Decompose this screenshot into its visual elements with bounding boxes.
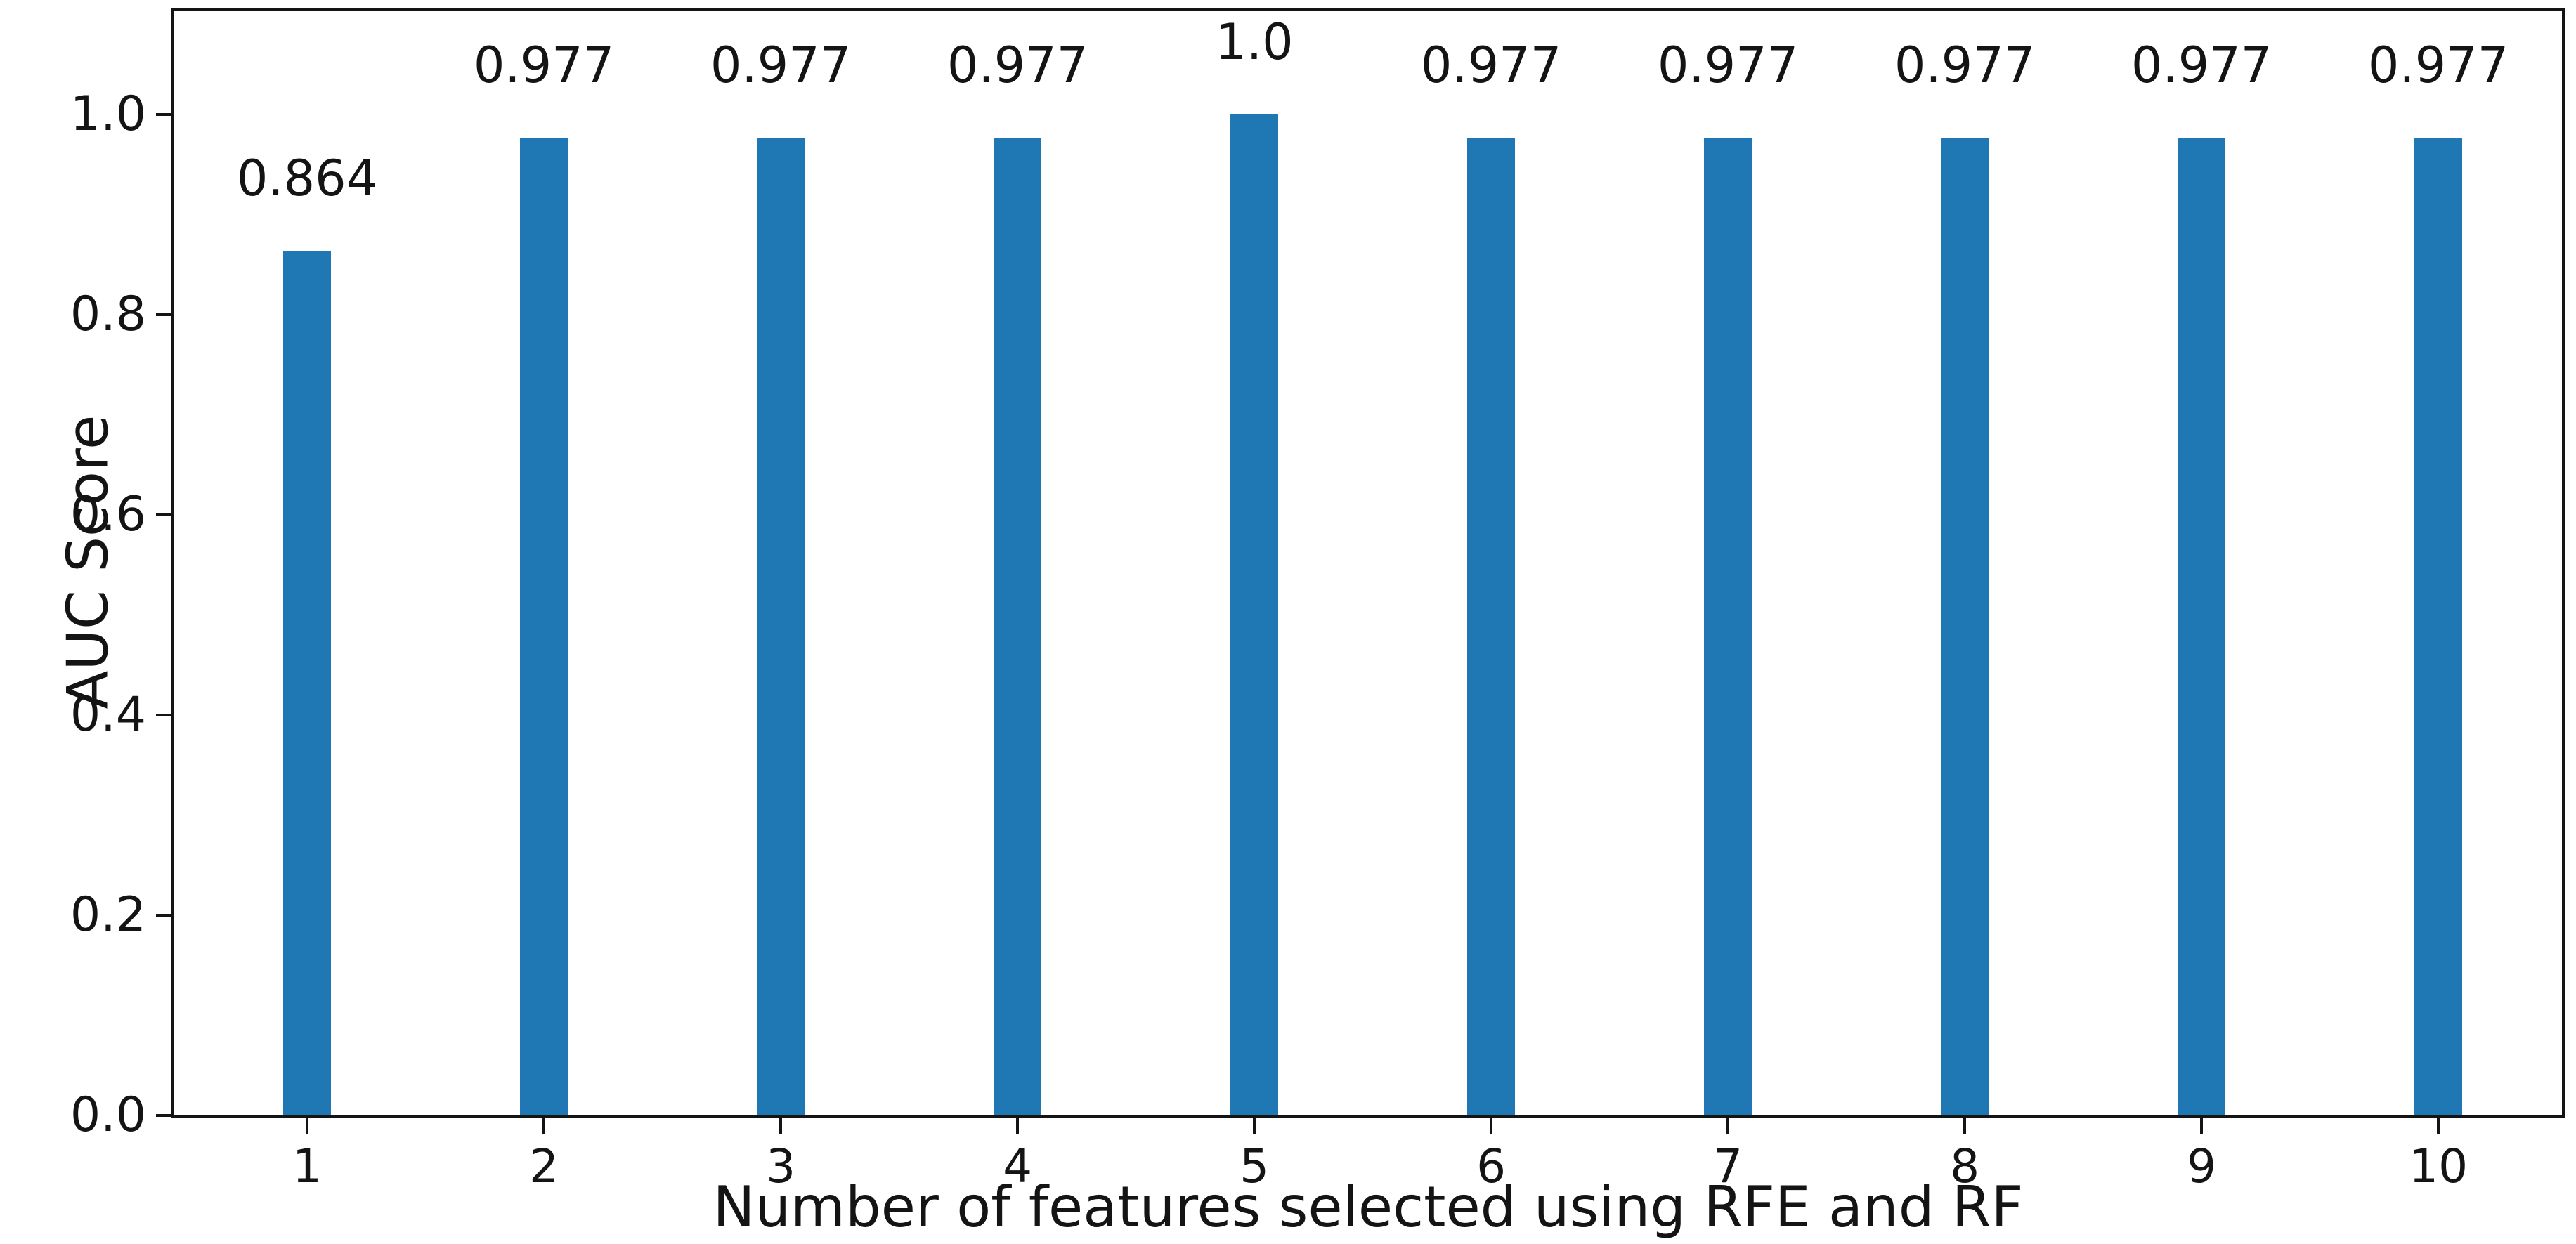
bar-value-label: 0.864: [236, 149, 378, 207]
y-axis-tick-label: 0.2: [70, 887, 146, 943]
x-axis-tick: [1253, 1118, 1256, 1134]
bar: [283, 250, 331, 1115]
y-axis-label: AUC Score: [55, 414, 121, 709]
bar: [1230, 114, 1278, 1115]
x-axis-tick: [1726, 1118, 1730, 1134]
x-axis-tick-label: 6: [1476, 1139, 1507, 1193]
x-axis-tick: [2437, 1118, 2440, 1134]
x-axis-tick: [1016, 1118, 1020, 1134]
y-axis-tick: [156, 914, 171, 917]
x-axis-tick-label: 2: [529, 1139, 559, 1193]
x-axis-tick: [779, 1118, 783, 1134]
y-axis-tick-label: 0.0: [70, 1087, 146, 1143]
x-axis-tick-label: 4: [1003, 1139, 1033, 1193]
bar-value-label: 1.0: [1215, 13, 1294, 72]
bar: [1467, 137, 1515, 1115]
x-axis-tick-label: 10: [2409, 1139, 2468, 1193]
x-axis-tick: [2200, 1118, 2204, 1134]
bar-value-label: 0.977: [473, 36, 615, 94]
bar: [994, 137, 1041, 1115]
x-axis-label: Number of features selected using RFE an…: [713, 1174, 2024, 1240]
bar: [757, 137, 805, 1115]
plot-area: 0.0 0.2 0.4 0.6 0.8 1.0 0.864 1 0.977 2 0.977 3 0.97…: [70, 8, 2565, 1191]
y-axis-tick-label: 1.0: [70, 86, 146, 143]
bar: [520, 137, 568, 1115]
y-axis-tick: [156, 113, 171, 117]
x-axis-tick-label: 3: [766, 1139, 796, 1193]
x-axis-tick-label: 5: [1240, 1139, 1270, 1193]
bar-value-label: 0.977: [1894, 36, 2036, 94]
x-axis-tick: [542, 1118, 546, 1134]
x-axis-tick: [306, 1118, 309, 1134]
y-axis-tick-label: 0.6: [70, 487, 146, 543]
bar: [2178, 137, 2225, 1115]
y-axis-tick-label: 0.8: [70, 287, 146, 343]
bar-value-label: 0.977: [2367, 36, 2509, 94]
x-axis-tick-label: 1: [292, 1139, 323, 1193]
bar-value-label: 0.977: [1657, 36, 1799, 94]
y-axis-tick: [156, 714, 171, 717]
bar-value-label: 0.977: [710, 36, 852, 94]
y-axis-tick-label: 0.4: [70, 687, 146, 743]
bar: [1704, 137, 1752, 1115]
bar: [2414, 137, 2462, 1115]
x-axis-tick-label: 9: [2187, 1139, 2217, 1193]
x-axis-tick-label: 7: [1713, 1139, 1743, 1193]
x-axis-tick: [1490, 1118, 1493, 1134]
bar-value-label: 0.977: [2131, 36, 2272, 94]
x-axis-tick-label: 8: [1950, 1139, 1980, 1193]
y-axis-tick: [156, 513, 171, 517]
y-axis-tick: [156, 313, 171, 317]
bar-value-label: 0.977: [1420, 36, 1562, 94]
x-axis-tick: [1963, 1118, 1967, 1134]
bar: [1941, 137, 1989, 1115]
y-axis-tick: [156, 1114, 171, 1117]
bar-value-label: 0.977: [947, 36, 1088, 94]
